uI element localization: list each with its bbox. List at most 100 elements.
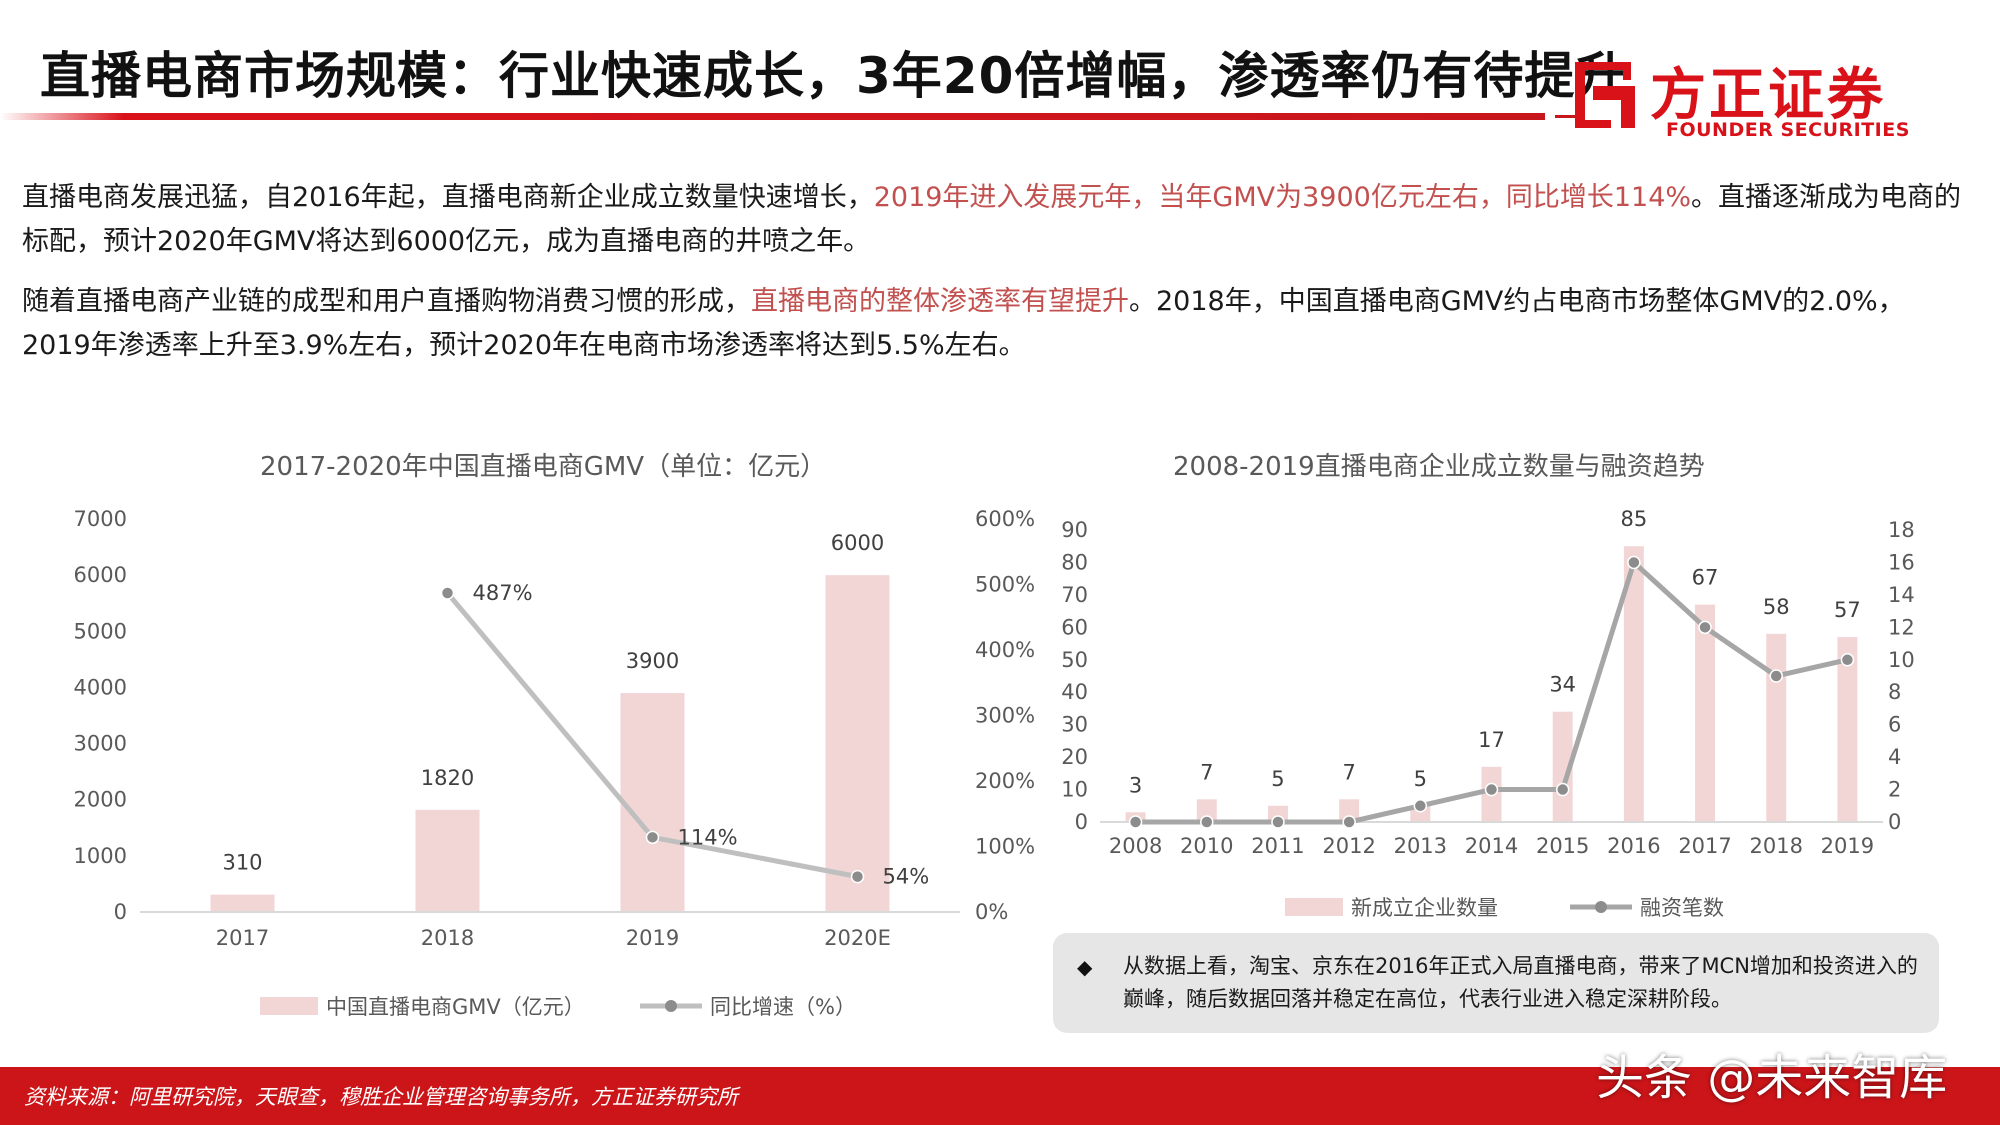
bar [210,894,275,912]
bar [415,809,480,912]
bar [1766,633,1787,822]
line-data-label: 487% [473,581,533,605]
legend-label-bar: 新成立企业数量 [1351,896,1498,920]
left-axis-tick-label: 5000 [74,619,127,643]
x-axis-category-label: 2016 [1607,834,1660,858]
legend-swatch-bar [1285,898,1343,916]
line-point [1555,782,1570,797]
line-point [440,586,455,600]
legend-label-line: 融资笔数 [1640,896,1724,920]
legend-label-line: 同比增速（%） [710,995,856,1019]
paragraph-text: 随着直播电商产业链的成型和用户直播购物消费习惯的形成， [22,286,751,317]
bar [1623,546,1644,822]
line-point [1627,555,1641,570]
left-axis-tick-label: 60 [1061,615,1088,639]
bar-data-label: 5 [1271,767,1284,791]
x-axis-category-label: 2013 [1394,834,1447,858]
line-point [1484,782,1499,797]
x-axis-category-label: 2014 [1465,834,1518,858]
line-point [1128,815,1143,829]
paragraph-gmv-growth: 直播电商发展迅猛，自2016年起，直播电商新企业成立数量快速增长，2019年进入… [22,176,1972,264]
bar [1695,604,1716,822]
left-axis-tick-label: 30 [1061,713,1088,737]
left-axis-tick-label: 50 [1061,648,1088,672]
bar-data-label: 3900 [626,649,679,673]
left-axis-tick-label: 4000 [74,675,127,699]
legend-swatch-marker [665,1000,677,1012]
watermark: 头条 @未来智库 [1596,1050,1948,1106]
left-axis-tick-label: 10 [1061,778,1088,802]
line-point [1698,620,1712,635]
bar-data-label: 7 [1342,760,1355,784]
bar [1837,637,1858,822]
legend-swatch-marker [1595,901,1607,913]
paragraph-text: 。直播逐渐成为电商的标配，预计2020年GMV将达到6000亿元，成为直播电商的… [22,182,1962,257]
line-point [645,830,660,845]
left-axis-tick-label: 90 [1061,518,1088,542]
chart2-title: 2008-2019直播电商企业成立数量与融资趋势 [1173,452,1705,482]
x-axis-category-label: 2020E [824,926,891,950]
left-axis-tick-label: 20 [1061,745,1088,769]
logo-text-cn: 方正证券 [1650,63,1886,128]
bar-data-label: 3 [1129,773,1142,797]
legend-label-bar: 中国直播电商GMV（亿元） [326,995,585,1019]
x-axis-category-label: 2019 [626,926,679,950]
paragraph-text: 直播电商发展迅猛，自2016年起，直播电商新企业成立数量快速增长， [22,182,874,213]
title-underline [0,113,1545,120]
diamond-bullet-icon: ◆ [1077,955,1093,979]
line-data-label: 114% [678,825,738,849]
bar [825,575,890,912]
x-axis-category-label: 2018 [1750,834,1803,858]
bar-data-label: 310 [222,851,262,875]
x-axis-category-label: 2017 [1678,834,1731,858]
left-axis-tick-label: 0 [114,900,127,924]
chart1-title: 2017-2020年中国直播电商GMV（单位：亿元） [260,452,827,482]
source-note: 资料来源：阿里研究院，天眼查，穆胜企业管理咨询事务所，方正证券研究所 [24,1085,738,1109]
x-axis-category-label: 2015 [1536,834,1589,858]
line-point [1271,815,1285,829]
line-point [1342,815,1356,829]
right-axis-tick-label: 10 [1888,648,1915,672]
line-point [1840,653,1855,667]
left-axis-tick-label: 0 [1075,810,1088,834]
gmv-combo-chart: 0 1000 2000 3000 4000 5000 6000 7000 0% 100% 200% 3… [74,507,1036,1019]
left-axis-tick-label: 6000 [74,563,127,587]
line-point [1413,799,1428,813]
bar-data-label: 1820 [421,766,474,790]
left-axis-tick-label: 80 [1061,550,1088,574]
left-axis-tick-label: 70 [1061,583,1088,607]
footer-bar: 资料来源：阿里研究院，天眼查，穆胜企业管理咨询事务所，方正证券研究所 [0,1067,2000,1125]
left-axis-tick-label: 7000 [74,507,127,531]
x-axis-category-label: 2018 [421,926,474,950]
page-title: 直播电商市场规模：行业快速成长，3年20倍增幅，渗透率仍有待提升 [40,47,1627,105]
right-axis-tick-label: 300% [975,704,1035,728]
left-axis-tick-label: 3000 [74,732,127,756]
right-axis-tick-label: 18 [1888,518,1915,542]
bar [1196,799,1217,822]
x-axis-category-label: 2008 [1109,834,1162,858]
right-axis-tick-label: 0% [975,900,1008,924]
line-point [1769,669,1783,683]
right-axis-tick-label: 2 [1888,778,1901,802]
founder-logo-icon [1575,62,1635,128]
line-point [850,869,865,884]
bar-data-label: 67 [1692,566,1719,590]
right-axis-tick-label: 14 [1888,583,1915,607]
logo-text-en: FOUNDER SECURITIES [1666,119,1910,141]
bar [620,693,685,912]
paragraph-text: 。2018年，中国直播电商GMV约占电商市场整体GMV的2.0%，2019年渗透… [22,286,1905,361]
bar-data-label: 17 [1478,728,1505,752]
x-axis-category-label: 2010 [1180,834,1233,858]
line-data-label: 54% [883,865,930,889]
right-axis-tick-label: 6 [1888,713,1901,737]
bar-data-label: 7 [1200,760,1213,784]
line-point [1200,815,1214,829]
insight-note-box: ◆ 从数据上看，淘宝、京东在2016年正式入局直播电商，带来了MCN增加和投资进… [1053,933,1939,1033]
right-axis-tick-label: 600% [975,507,1035,531]
left-axis-tick-label: 40 [1061,680,1088,704]
right-axis-tick-label: 400% [975,638,1035,662]
bar [1339,799,1360,822]
x-axis-category-label: 2019 [1821,834,1874,858]
right-axis-tick-label: 12 [1888,615,1915,639]
